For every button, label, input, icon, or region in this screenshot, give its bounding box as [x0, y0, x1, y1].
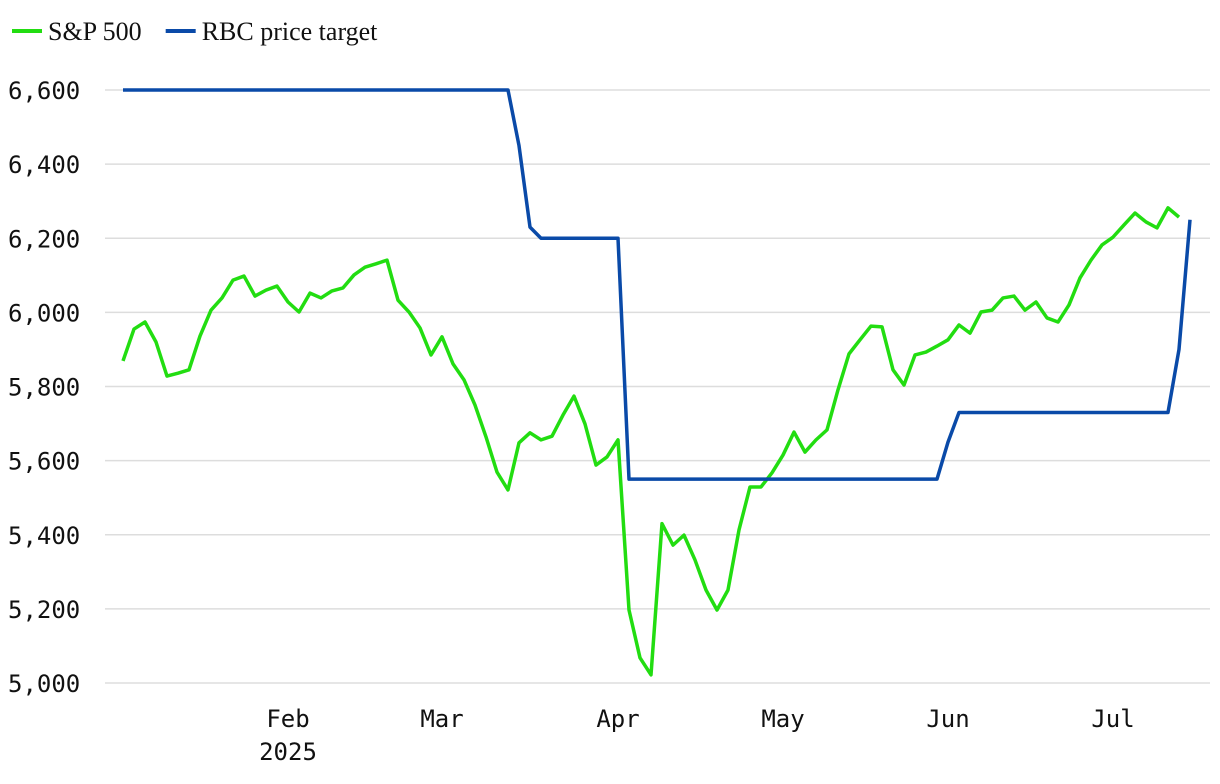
- x-tick-label: Jul: [1091, 705, 1134, 733]
- y-tick-label: 6,400: [8, 151, 80, 179]
- y-tick-label: 6,000: [8, 299, 80, 327]
- y-tick-label: 5,200: [8, 596, 80, 624]
- y-tick-label: 5,800: [8, 374, 80, 402]
- x-tick-label: Apr: [596, 705, 639, 733]
- series-line: [121, 206, 1181, 677]
- y-tick-label: 6,200: [8, 225, 80, 253]
- x-tick-label: Mar: [420, 705, 463, 733]
- series-line: [123, 88, 1192, 481]
- legend-label: RBC price target: [202, 17, 378, 46]
- legend-label: S&P 500: [48, 17, 142, 46]
- y-tick-label: 5,400: [8, 522, 80, 550]
- y-tick-label: 6,600: [8, 77, 80, 105]
- y-tick-label: 5,600: [8, 448, 80, 476]
- x-tick-label: Jun: [926, 705, 969, 733]
- x-year-label: 2025: [259, 738, 317, 766]
- x-tick-label: May: [761, 705, 804, 733]
- plot: [121, 88, 1192, 677]
- x-tick-label: Feb: [266, 705, 309, 733]
- y-tick-label: 5,000: [8, 670, 80, 698]
- legend: S&P 500 RBC price target: [12, 17, 378, 46]
- grid: 5,000 5,200 5,400 5,600 5,800 6,000 6,200 6,400…: [8, 77, 1210, 766]
